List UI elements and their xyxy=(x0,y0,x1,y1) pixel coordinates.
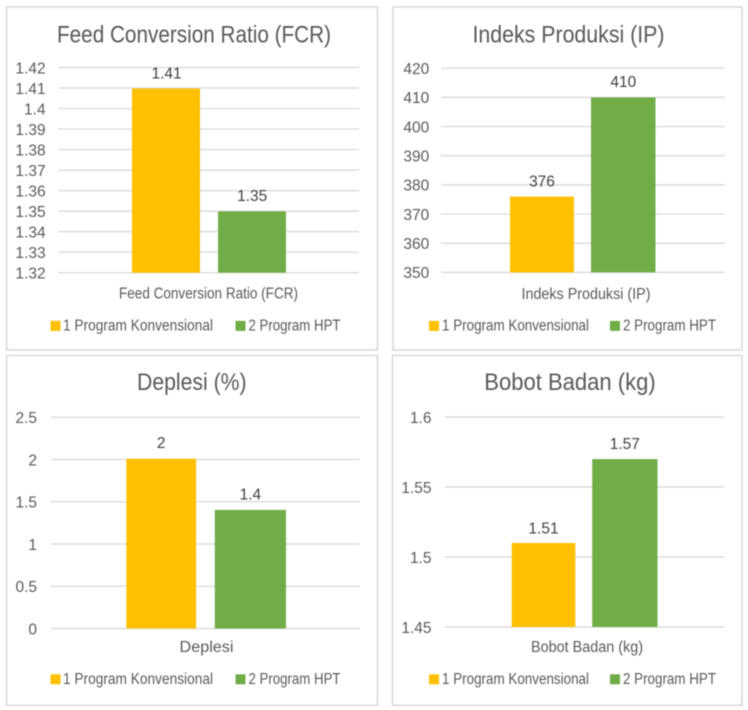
svg-text:1.45: 1.45 xyxy=(401,620,431,637)
svg-text:1.35: 1.35 xyxy=(237,188,267,205)
svg-text:2 Program HPT: 2 Program HPT xyxy=(249,671,341,688)
svg-text:1.39: 1.39 xyxy=(15,122,45,139)
svg-text:1.57: 1.57 xyxy=(610,436,640,453)
svg-text:1.35: 1.35 xyxy=(15,204,45,221)
svg-text:376: 376 xyxy=(529,173,555,190)
svg-text:1 Program Konvensional: 1 Program Konvensional xyxy=(63,317,213,334)
svg-text:0: 0 xyxy=(28,621,37,638)
svg-text:390: 390 xyxy=(403,149,429,166)
svg-text:1.4: 1.4 xyxy=(24,101,46,118)
svg-text:370: 370 xyxy=(403,207,429,224)
svg-text:1: 1 xyxy=(28,537,37,554)
svg-text:1.4: 1.4 xyxy=(240,487,262,504)
svg-text:1.5: 1.5 xyxy=(410,550,432,567)
svg-text:420: 420 xyxy=(403,61,429,78)
svg-text:2 Program HPT: 2 Program HPT xyxy=(249,317,341,334)
svg-text:1.33: 1.33 xyxy=(15,245,45,262)
svg-text:Deplesi (%): Deplesi (%) xyxy=(137,369,247,396)
svg-text:2 Program HPT: 2 Program HPT xyxy=(623,671,716,688)
svg-text:1.5: 1.5 xyxy=(15,495,37,512)
svg-text:1 Program Konvensional: 1 Program Konvensional xyxy=(442,671,589,688)
svg-text:2.5: 2.5 xyxy=(15,410,37,427)
svg-text:1.38: 1.38 xyxy=(15,142,45,159)
svg-text:1.37: 1.37 xyxy=(15,163,45,180)
svg-text:2: 2 xyxy=(28,452,37,469)
svg-text:1.51: 1.51 xyxy=(528,521,558,538)
svg-text:1 Program Konvensional: 1 Program Konvensional xyxy=(442,317,589,334)
svg-text:Bobot Badan (kg): Bobot Badan (kg) xyxy=(531,639,643,656)
svg-text:Indeks Produksi (IP): Indeks Produksi (IP) xyxy=(522,286,651,303)
svg-text:1.36: 1.36 xyxy=(15,183,45,200)
svg-text:410: 410 xyxy=(610,74,636,91)
svg-text:380: 380 xyxy=(403,178,429,195)
svg-text:1.41: 1.41 xyxy=(152,65,182,82)
svg-text:360: 360 xyxy=(403,236,429,253)
svg-text:1.34: 1.34 xyxy=(15,224,46,241)
svg-text:1.6: 1.6 xyxy=(410,410,432,427)
svg-text:1 Program Konvensional: 1 Program Konvensional xyxy=(63,671,213,688)
svg-text:2: 2 xyxy=(157,435,166,452)
svg-text:Feed Conversion Ratio (FCR): Feed Conversion Ratio (FCR) xyxy=(57,22,331,49)
svg-text:Bobot Badan (kg): Bobot Badan (kg) xyxy=(484,369,656,396)
svg-text:2 Program HPT: 2 Program HPT xyxy=(623,317,716,334)
svg-text:Feed Conversion Ratio (FCR): Feed Conversion Ratio (FCR) xyxy=(119,286,298,303)
svg-text:1.42: 1.42 xyxy=(15,60,45,77)
svg-text:350: 350 xyxy=(403,265,429,282)
svg-text:400: 400 xyxy=(403,119,429,136)
svg-text:1.55: 1.55 xyxy=(401,480,431,497)
svg-text:1.32: 1.32 xyxy=(15,266,45,283)
svg-text:Deplesi: Deplesi xyxy=(180,639,234,656)
svg-text:0.5: 0.5 xyxy=(15,579,37,596)
svg-text:1.41: 1.41 xyxy=(15,81,45,98)
svg-text:410: 410 xyxy=(403,90,429,107)
svg-text:Indeks Produksi (IP): Indeks Produksi (IP) xyxy=(473,22,665,49)
